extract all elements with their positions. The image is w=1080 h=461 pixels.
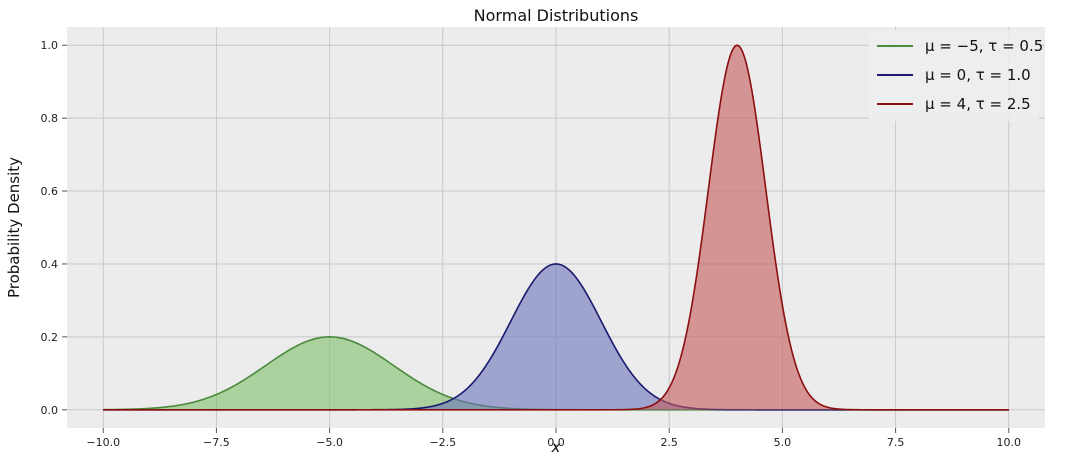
legend: μ = −5, τ = 0.5 μ = 0, τ = 1.0 μ = 4, τ = … [869, 30, 1043, 121]
x-tick-label: −7.5 [203, 436, 230, 449]
y-tick-label: 0.0 [41, 404, 59, 417]
y-tick-label: 0.2 [41, 331, 59, 344]
x-tick-label: 2.5 [660, 436, 678, 449]
chart-title: Normal Distributions [474, 6, 639, 25]
x-tick-label: −10.0 [86, 436, 120, 449]
series-line-3 [103, 44, 1009, 411]
series-area-2 [103, 263, 1009, 410]
x-axis-label: x [551, 438, 561, 456]
legend-label-3: μ = 4, τ = 2.5 [925, 95, 1031, 113]
x-tick-label: 0.0 [547, 436, 565, 449]
y-axis-label: Probability Density [5, 157, 23, 298]
series-area-3 [103, 45, 1009, 410]
x-tick-label: 10.0 [997, 436, 1022, 449]
series-layer [103, 44, 1009, 411]
legend-label-2: μ = 0, τ = 1.0 [925, 66, 1031, 84]
y-tick-label: 1.0 [41, 39, 59, 52]
axes: −10.0 −7.5 −5.0 −2.5 0.0 2.5 5.0 7.5 10.0 0.0 0.2 0… [41, 39, 1022, 449]
series-area-1 [103, 336, 1009, 410]
x-tick-label: −2.5 [429, 436, 456, 449]
x-tick-label: 5.0 [774, 436, 792, 449]
y-tick-label: 0.4 [41, 258, 59, 271]
legend-label-1: μ = −5, τ = 0.5 [925, 37, 1043, 55]
y-tick-label: 0.6 [41, 185, 59, 198]
y-tick-label: 0.8 [41, 112, 59, 125]
x-tick-label: −5.0 [316, 436, 343, 449]
x-tick-label: 7.5 [887, 436, 905, 449]
